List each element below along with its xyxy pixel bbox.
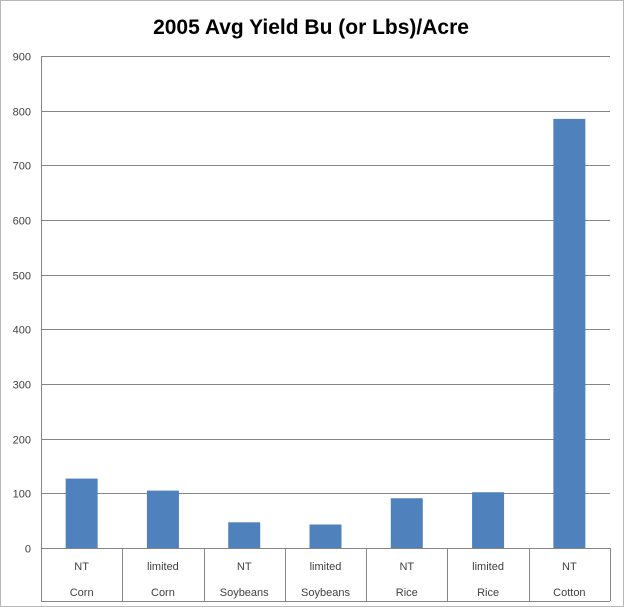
x-tick-label-line1: NT xyxy=(399,561,414,573)
bar xyxy=(146,490,179,548)
bar xyxy=(553,118,586,548)
x-tick-label-line1: limited xyxy=(472,561,504,573)
x-tick-label-line1: limited xyxy=(147,561,179,573)
x-tick-label-line2: Rice xyxy=(477,587,499,599)
bar xyxy=(65,478,98,548)
y-tick-label: 0 xyxy=(25,544,31,556)
bars xyxy=(65,118,586,548)
y-tick-label: 100 xyxy=(13,489,31,501)
x-tick-label-line2: Rice xyxy=(396,587,418,599)
bar xyxy=(228,522,261,548)
y-tick-label: 900 xyxy=(13,52,31,64)
x-tick-label-line2: Corn xyxy=(151,587,175,599)
gridlines xyxy=(41,56,610,548)
x-tick-label-line2: Soybeans xyxy=(220,587,269,599)
y-tick-label: 300 xyxy=(13,380,31,392)
x-axis: NT Corn limited Corn NT Soybeans limited Soybea… xyxy=(41,548,611,602)
y-tick-label: 200 xyxy=(13,435,31,447)
bar xyxy=(309,524,342,548)
x-tick-label-line1: NT xyxy=(237,561,252,573)
x-tick-label-line2: Cotton xyxy=(553,587,585,599)
y-tick-label: 600 xyxy=(13,216,31,228)
bar xyxy=(390,498,423,548)
y-tick-label: 500 xyxy=(13,271,31,283)
bar xyxy=(472,492,505,548)
x-tick-label-line2: Corn xyxy=(70,587,94,599)
x-tick-label-line1: limited xyxy=(310,561,342,573)
chart-title: 2005 Avg Yield Bu (or Lbs)/Acre xyxy=(153,16,469,39)
y-tick-label: 800 xyxy=(13,107,31,119)
x-tick-label-line1: NT xyxy=(74,561,89,573)
x-tick-label-line1: NT xyxy=(562,561,577,573)
y-tick-label: 400 xyxy=(13,325,31,337)
y-tick-label: 700 xyxy=(13,161,31,173)
x-tick-label-line2: Soybeans xyxy=(301,587,350,599)
y-axis-ticks: 0 100 200 300 400 500 600 700 800 900 xyxy=(13,52,31,556)
